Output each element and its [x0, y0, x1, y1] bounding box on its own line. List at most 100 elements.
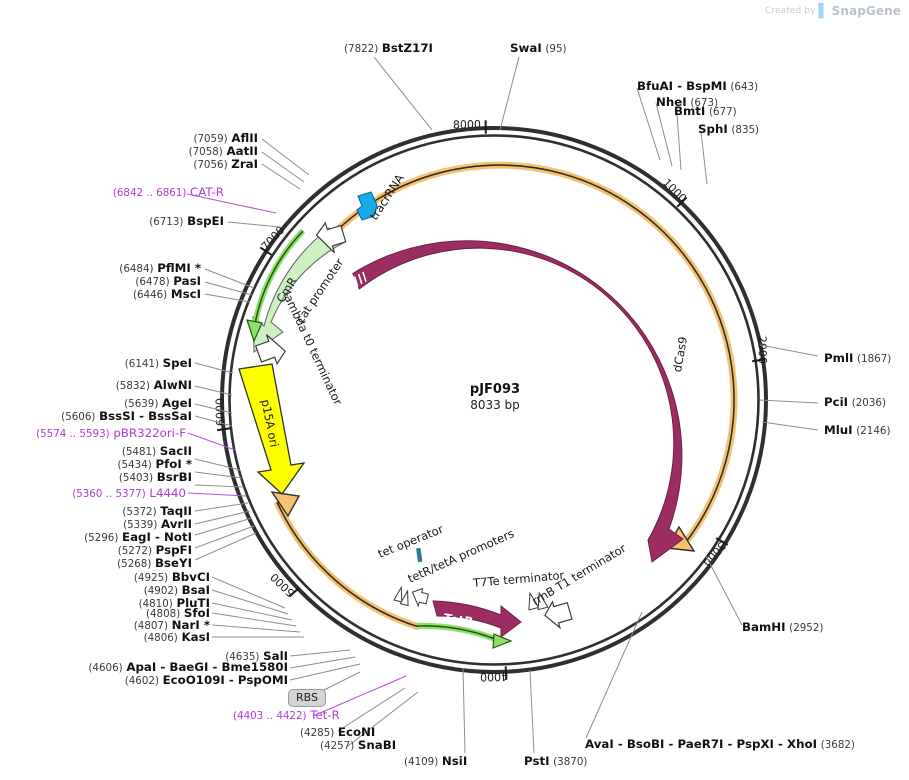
site-label-bstz17i[interactable]: (7822) BstZ17I: [344, 41, 433, 56]
site-label-kasi[interactable]: (4806) KasI: [10, 630, 210, 645]
site-enzyme: NsiI: [441, 754, 468, 768]
site-label-nsii[interactable]: (4109) NsiI: [404, 754, 468, 769]
site-label-msci[interactable]: (6446) MscI: [1, 287, 201, 302]
feature-label-tetr: TetR: [443, 611, 474, 629]
site-position: (5403): [118, 472, 154, 484]
site-label-taqii[interactable]: (5372) TaqII: [0, 504, 192, 519]
site-enzyme: PasI: [173, 274, 201, 288]
feature-rrnb-t1-terminator[interactable]: rrnB T1 terminator: [529, 541, 629, 631]
site-position: (7822): [344, 43, 379, 55]
site-enzyme: BstZ17I: [381, 41, 433, 55]
site-label-sali[interactable]: (4635) SalI: [80, 649, 288, 664]
site-position: (6141): [124, 358, 159, 370]
site-label-pmli[interactable]: PmlI (1867): [824, 351, 891, 366]
site-enzyme: EcoO109I - PspOMI: [162, 673, 288, 687]
site-position: (5832): [115, 380, 150, 392]
site-enzyme: PfoI *: [155, 457, 192, 471]
feature-label-pbr322ori-f[interactable]: (5574 .. 5593) pBR322ori-F: [0, 426, 186, 441]
site-position: (7059): [193, 133, 228, 145]
site-enzyme: BsaI: [181, 583, 210, 597]
site-label-snabi[interactable]: (4257) SnaBI: [320, 738, 396, 753]
site-enzyme: BbvCI: [171, 570, 210, 584]
site-label-bfuai-bspmi[interactable]: BfuAI - BspMI (643): [637, 79, 758, 94]
site-label-swai[interactable]: SwaI (95): [510, 41, 567, 56]
site-label-sphi[interactable]: SphI (835): [698, 122, 759, 137]
site-position: (2036): [851, 397, 886, 409]
site-label-bamhi[interactable]: BamHI (2952): [742, 620, 823, 635]
site-position: (95): [545, 43, 567, 55]
feature-tet-operator[interactable]: tet operator: [376, 522, 446, 563]
feature-range: (4403 .. 4422): [233, 710, 307, 722]
watermark-prefix: Created by: [765, 6, 816, 16]
feature-tracrrna[interactable]: tracrRNA: [356, 171, 407, 223]
site-position: (5372): [122, 506, 157, 518]
feature-name: Tet-R: [310, 708, 340, 722]
feature-name: CAT-R: [190, 185, 224, 199]
site-label-ecoo109i-pspomi[interactable]: (4602) EcoO109I - PspOMI: [42, 673, 288, 688]
feature-name: pBR322ori-F: [113, 426, 186, 440]
site-label-mlui[interactable]: MluI (2146): [824, 423, 890, 438]
site-position: (4257): [320, 740, 355, 752]
site-label-bbvci[interactable]: (4925) BbvCI: [10, 570, 210, 585]
site-label-apai-group[interactable]: (4606) ApaI - BaeGI - Bme1580I: [42, 660, 288, 675]
site-position: (5606): [61, 411, 96, 423]
site-label-pspfi[interactable]: (5272) PspFI: [0, 543, 192, 558]
site-enzyme: PstI: [524, 754, 550, 768]
site-enzyme: BamHI: [742, 620, 786, 634]
site-label-nari[interactable]: (4807) NarI *: [10, 618, 210, 633]
site-label-pasi[interactable]: (6478) PasI: [1, 274, 201, 289]
site-label-bsai[interactable]: (4902) BsaI: [10, 583, 210, 598]
snapgene-logo-icon: ▌: [818, 3, 829, 19]
site-label-nhei[interactable]: NheI (673): [656, 95, 718, 110]
site-label-pluti[interactable]: (4810) PluTI: [10, 596, 210, 611]
site-label-pflmi[interactable]: (6484) PflMI *: [1, 261, 201, 276]
site-enzyme: BmtI: [674, 104, 706, 118]
site-label-aflii[interactable]: (7059) AflII: [58, 131, 258, 146]
site-label-spei[interactable]: (6141) SpeI: [0, 356, 192, 371]
watermark-brand: SnapGene: [831, 4, 901, 18]
site-label-sacii[interactable]: (5481) SacII: [0, 444, 192, 459]
site-position: (6446): [132, 289, 168, 301]
site-label-aatii[interactable]: (7058) AatII: [58, 144, 258, 159]
site-enzyme: PmlI: [824, 351, 854, 365]
site-position: (6713): [149, 216, 184, 228]
site-label-avai-group[interactable]: AvaI - BsoBI - PaeR7I - PspXI - XhoI (36…: [585, 737, 855, 752]
site-label-bsrbi[interactable]: (5403) BsrBI: [0, 470, 192, 485]
site-position: (3870): [553, 756, 588, 768]
site-position: (7056): [193, 159, 228, 171]
feature-label-cat-r[interactable]: (6842 .. 6861) CAT-R: [20, 185, 224, 200]
site-position: (4635): [225, 651, 260, 663]
site-position: (5639): [124, 398, 159, 410]
site-position: (4109): [404, 756, 439, 768]
site-label-alwni[interactable]: (5832) AlwNI: [0, 378, 192, 393]
site-label-bsssi-bsssai[interactable]: (5606) BssSI - BssSaI: [0, 409, 192, 424]
site-enzyme: TaqII: [160, 504, 192, 518]
site-label-psti[interactable]: PstI (3870): [524, 754, 588, 769]
snapgene-watermark: Created by ▌ SnapGene: [765, 4, 901, 18]
site-position: (7058): [188, 146, 223, 158]
site-label-agei[interactable]: (5639) AgeI: [0, 396, 192, 411]
site-label-sfoi[interactable]: (4808) SfoI: [10, 606, 210, 621]
site-label-bmti[interactable]: BmtI (677): [674, 104, 737, 119]
feature-dcas9[interactable]: dCas9: [352, 240, 720, 563]
leader-lines: [186, 56, 819, 754]
feature-label-tet-r[interactable]: (4403 .. 4422) Tet-R: [233, 708, 340, 723]
site-enzyme: SphI: [698, 122, 728, 136]
site-label-bspei[interactable]: (6713) BspEI: [24, 214, 224, 229]
site-enzyme: PspFI: [155, 543, 192, 557]
feature-tetr[interactable]: TetR: [432, 600, 522, 638]
site-label-bseyi[interactable]: (5268) BseYI: [0, 556, 192, 571]
site-label-avrii[interactable]: (5339) AvrII: [0, 517, 192, 532]
feature-label-l4440[interactable]: (5360 .. 5377) L4440: [0, 486, 186, 501]
site-label-pfoi[interactable]: (5434) PfoI *: [0, 457, 192, 472]
site-position: (4602): [124, 675, 159, 687]
feature-label-rbs[interactable]: RBS: [288, 689, 326, 707]
site-enzyme: PciI: [824, 395, 849, 409]
site-label-zrai[interactable]: (7056) ZraI: [58, 157, 258, 172]
site-label-econi[interactable]: (4285) EcoNI: [300, 725, 375, 740]
site-position: (4606): [88, 662, 123, 674]
site-label-pcii[interactable]: PciI (2036): [824, 395, 886, 410]
feature-p15a-ori[interactable]: p15A ori: [238, 363, 306, 495]
site-label-eagi-noti[interactable]: (5296) EagI - NotI: [0, 530, 192, 545]
site-enzyme: AatII: [226, 144, 258, 158]
